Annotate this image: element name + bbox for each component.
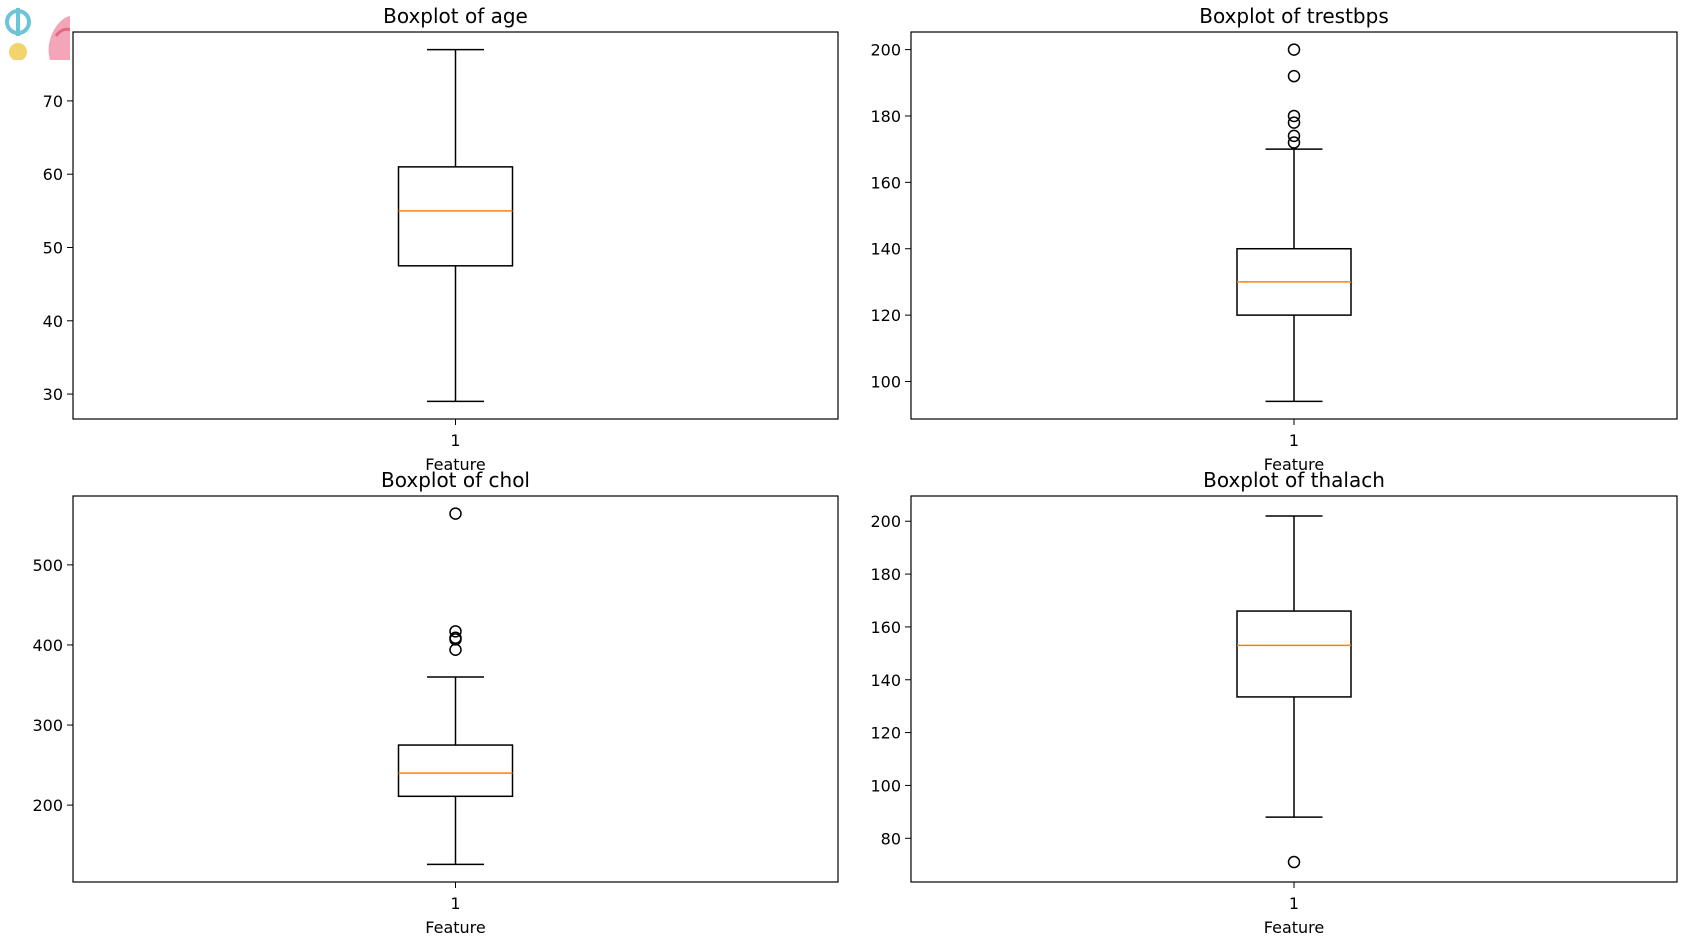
- x-tick-label: 1: [450, 894, 460, 913]
- y-tick-label: 300: [32, 716, 63, 735]
- y-tick-label: 50: [43, 238, 63, 257]
- outlier-point: [1287, 43, 1301, 56]
- y-tick-label: 140: [870, 240, 901, 259]
- iqr-box: [397, 166, 514, 267]
- y-tick-label: 80: [881, 829, 901, 848]
- iqr-box: [397, 744, 514, 798]
- y-tick-label: 400: [32, 636, 63, 655]
- y-tick-label: 180: [870, 107, 901, 126]
- y-tick-label: 40: [43, 312, 63, 331]
- x-tick-label: 1: [1289, 431, 1299, 450]
- y-tick-label: 200: [870, 41, 901, 60]
- y-tick-label: 160: [870, 173, 901, 192]
- chart-panel-4: Boxplot of thalach 80 100 120 140 160 180 200 1 F…: [870, 468, 1678, 937]
- y-tick-label: 100: [870, 776, 901, 795]
- y-tick-label: 200: [870, 512, 901, 531]
- outlier-point: [1287, 136, 1301, 149]
- outlier-point: [449, 631, 462, 644]
- outlier-point: [1287, 116, 1301, 129]
- outlier-point: [449, 625, 462, 638]
- chart-title: Boxplot of thalach: [1203, 468, 1385, 492]
- y-tick-label: 60: [43, 165, 63, 184]
- chart-title: Boxplot of age: [383, 4, 528, 28]
- outlier-point: [449, 507, 462, 520]
- chart-panel-2: Boxplot of trestbps 100 120 140 160 180 200 1 Fe…: [870, 4, 1678, 474]
- outlier-point: [1287, 129, 1301, 143]
- x-axis-label: Feature: [425, 918, 485, 937]
- x-axis-label: Feature: [1264, 918, 1324, 937]
- chart-title: Boxplot of chol: [381, 468, 530, 492]
- y-tick-label: 140: [870, 671, 901, 690]
- x-tick-label: 1: [450, 431, 460, 450]
- y-tick-label: 120: [870, 306, 901, 325]
- x-axis-label: Feature: [1264, 455, 1324, 474]
- y-tick-label: 70: [43, 92, 63, 111]
- y-tick-label: 180: [870, 565, 901, 584]
- x-axis-label: Feature: [425, 455, 485, 474]
- y-tick-label: 100: [870, 372, 901, 391]
- x-tick-label: 1: [1289, 894, 1299, 913]
- outlier-point: [1287, 109, 1301, 123]
- y-tick-label: 200: [32, 796, 63, 815]
- chart-panel-3: Boxplot of chol 200 300 400 500 1 Feature: [32, 468, 839, 937]
- y-tick-label: 160: [870, 618, 901, 637]
- chart-panel-1: Boxplot of age 30 40 50 60 70 1 Feature: [43, 4, 839, 474]
- outlier-point: [1287, 855, 1301, 869]
- y-tick-label: 30: [43, 385, 63, 404]
- iqr-box: [1236, 610, 1352, 698]
- chart-title: Boxplot of trestbps: [1199, 4, 1389, 28]
- y-tick-label: 120: [870, 724, 901, 743]
- corner-sticker-icon: [5, 8, 70, 60]
- outlier-point: [449, 643, 462, 657]
- outlier-point: [1287, 69, 1301, 83]
- y-tick-label: 500: [32, 556, 63, 575]
